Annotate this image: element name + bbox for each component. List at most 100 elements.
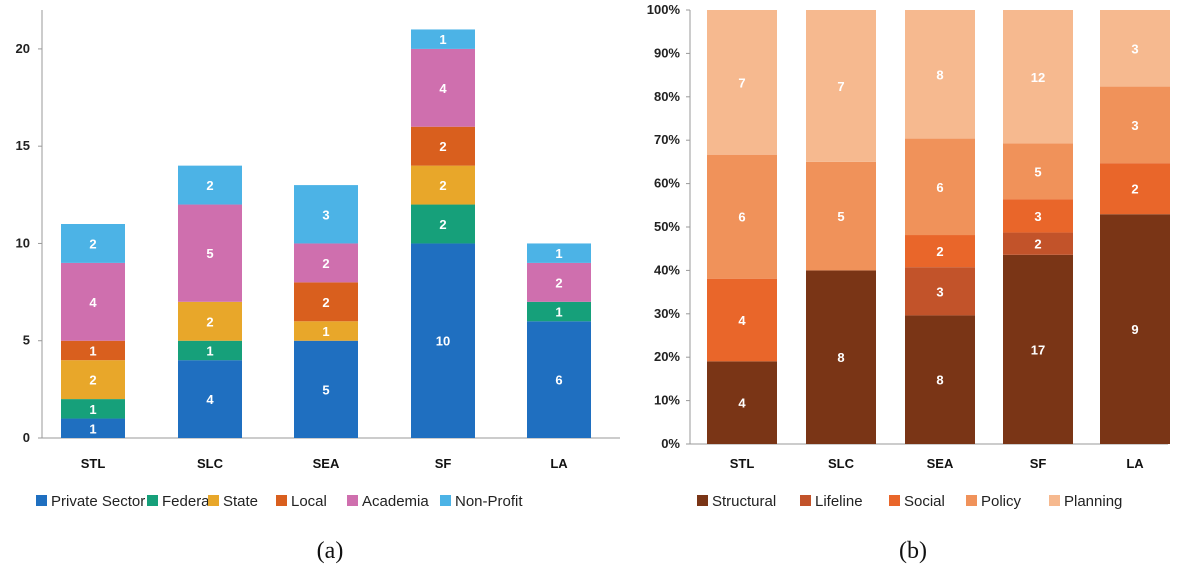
bar-segment	[294, 282, 358, 322]
bar-segment	[1003, 143, 1073, 200]
bar-segment	[905, 267, 975, 316]
data-label: 10	[436, 334, 450, 349]
data-label: 6	[555, 373, 562, 388]
y-tick-label: 80%	[654, 89, 680, 104]
legend-swatch	[966, 495, 977, 506]
legend-swatch	[697, 495, 708, 506]
bar-segment	[411, 204, 475, 244]
data-label: 6	[936, 180, 943, 195]
data-label: 1	[322, 324, 329, 339]
x-category-label: SEA	[313, 456, 340, 471]
data-label: 6	[738, 210, 745, 225]
data-label: 12	[1031, 70, 1045, 85]
data-label: 1	[89, 402, 96, 417]
legend-label: Private Sector	[51, 493, 145, 510]
y-tick-label: 100%	[647, 2, 681, 17]
x-category-label: SLC	[197, 456, 224, 471]
y-tick-label: 5	[23, 333, 30, 348]
bar-segment	[1100, 86, 1170, 164]
y-tick-label: 90%	[654, 45, 680, 60]
data-label: 5	[1034, 164, 1041, 179]
bar-segment	[411, 243, 475, 438]
legend-label: State	[223, 493, 258, 510]
data-label: 1	[89, 343, 96, 358]
bar-segment	[178, 301, 242, 341]
data-label: 7	[837, 79, 844, 94]
bar-segment	[905, 10, 975, 139]
bar-segment	[178, 204, 242, 302]
legend-swatch	[1049, 495, 1060, 506]
chart-b: 0% 10% 20% 30% 40% 50% 60% 70% 80% 90% 100% 4 4 6 7 STL…	[647, 2, 1170, 564]
data-label: 2	[322, 295, 329, 310]
bar-segment	[707, 361, 777, 444]
bar-segment	[1003, 199, 1073, 233]
bar-segment	[1100, 163, 1170, 215]
x-category-label: SLC	[828, 456, 855, 471]
data-label: 5	[322, 382, 329, 397]
bar-segment	[411, 126, 475, 166]
bar-segment	[1100, 10, 1170, 87]
bar-segment	[1003, 232, 1073, 255]
legend-label: Structural	[712, 493, 776, 510]
data-label: 2	[439, 139, 446, 154]
figure-caption: (a)	[317, 538, 344, 564]
data-label: 5	[206, 246, 213, 261]
bar-segment	[178, 340, 242, 361]
bar-segment	[806, 161, 876, 271]
bar-segment	[527, 321, 591, 438]
data-label: 3	[322, 207, 329, 222]
data-label: 4	[206, 392, 214, 407]
legend-swatch	[208, 495, 219, 506]
data-label: 2	[439, 217, 446, 232]
x-category-label: SF	[435, 456, 452, 471]
legend-label: Policy	[981, 493, 1022, 510]
data-label: 1	[206, 343, 213, 358]
bar-segment	[806, 10, 876, 162]
bar-segment	[61, 262, 125, 341]
x-category-label: STL	[81, 456, 106, 471]
y-tick-label: 50%	[654, 219, 680, 234]
legend-label: Lifeline	[815, 493, 863, 510]
data-label: 4	[89, 295, 97, 310]
y-tick-label: 10	[16, 235, 30, 250]
legend-swatch	[440, 495, 451, 506]
data-label: 2	[206, 314, 213, 329]
bar-segment	[61, 224, 125, 263]
bar-segment	[527, 301, 591, 322]
bar-segment	[294, 243, 358, 283]
bar-segment	[905, 138, 975, 236]
data-label: 8	[936, 373, 943, 388]
data-label: 1	[89, 421, 96, 436]
y-tick-label: 20	[16, 41, 30, 56]
data-label: 3	[1131, 118, 1138, 133]
y-tick-label: 0%	[661, 436, 680, 451]
legend-label: Local	[291, 493, 327, 510]
bar-segment	[294, 185, 358, 244]
x-category-label: STL	[730, 456, 755, 471]
bar-segment	[61, 399, 125, 419]
bar-segment	[1003, 10, 1073, 144]
data-label: 2	[206, 178, 213, 193]
bar-segment	[905, 235, 975, 268]
data-label: 8	[837, 350, 844, 365]
legend-label: Federal	[162, 493, 213, 510]
data-label: 3	[936, 284, 943, 299]
bar-segment	[411, 165, 475, 205]
data-label: 3	[1131, 41, 1138, 56]
bar-segment	[178, 360, 242, 438]
y-tick-label: 20%	[654, 349, 680, 364]
legend-label: Social	[904, 493, 945, 510]
data-label: 2	[936, 244, 943, 259]
legend-swatch	[276, 495, 287, 506]
x-category-label: SEA	[927, 456, 954, 471]
y-tick-label: 15	[16, 138, 30, 153]
x-category-label: SF	[1030, 456, 1047, 471]
bar-segment	[61, 340, 125, 361]
y-tick-label: 60%	[654, 176, 680, 191]
y-tick-label: 70%	[654, 132, 680, 147]
legend-swatch	[889, 495, 900, 506]
x-category-label: LA	[550, 456, 568, 471]
data-label: 2	[439, 178, 446, 193]
legend-label: Academia	[362, 493, 429, 510]
